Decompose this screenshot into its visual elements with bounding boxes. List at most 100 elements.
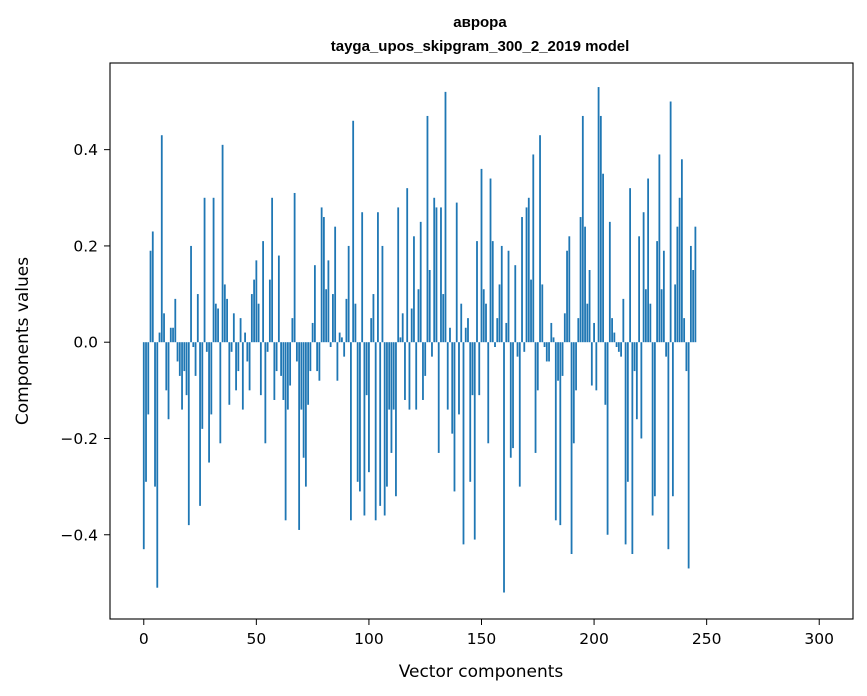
bar-75 bbox=[311, 322, 314, 343]
bar-47 bbox=[248, 342, 251, 391]
bar-114 bbox=[399, 337, 402, 343]
bar-132 bbox=[440, 207, 442, 343]
bar-156 bbox=[494, 342, 496, 348]
bar-31 bbox=[212, 197, 215, 343]
bar-185 bbox=[559, 342, 562, 526]
bar-104 bbox=[377, 212, 379, 343]
bar-117 bbox=[406, 188, 409, 343]
bar-56 bbox=[268, 279, 271, 343]
bar-135 bbox=[446, 342, 449, 410]
x-axis-ticks: 0 50 100 150 200 250 300 bbox=[139, 619, 834, 648]
bar-205 bbox=[604, 342, 607, 405]
bar-182 bbox=[552, 337, 555, 343]
bar-178 bbox=[543, 342, 546, 348]
x-tick-label: 50 bbox=[246, 630, 266, 648]
bar-9 bbox=[163, 313, 165, 343]
bar-176 bbox=[539, 135, 541, 343]
bar-5 bbox=[154, 342, 156, 487]
bar-90 bbox=[345, 298, 348, 343]
bar-142 bbox=[462, 342, 465, 545]
bar-99 bbox=[365, 342, 368, 396]
bar-8 bbox=[160, 135, 163, 343]
bar-196 bbox=[584, 226, 586, 343]
bar-149 bbox=[478, 342, 481, 396]
bar-121 bbox=[415, 342, 418, 410]
bar-64 bbox=[286, 342, 289, 410]
chart-title: аврора bbox=[453, 14, 507, 31]
bar-197 bbox=[586, 303, 589, 343]
bar-69 bbox=[298, 342, 301, 530]
bar-186 bbox=[561, 342, 564, 376]
bar-16 bbox=[178, 342, 181, 376]
bar-97 bbox=[361, 212, 364, 343]
bar-15 bbox=[176, 342, 179, 362]
bar-141 bbox=[460, 303, 463, 343]
bar-30 bbox=[210, 342, 213, 415]
bar-51 bbox=[257, 303, 260, 343]
bar-38 bbox=[228, 342, 231, 405]
bar-49 bbox=[253, 279, 255, 343]
bar-129 bbox=[433, 197, 436, 343]
bar-91 bbox=[347, 245, 350, 343]
y-axis-ticks: −0.4 −0.2 0.0 0.2 0.4 bbox=[60, 141, 110, 544]
bar-22 bbox=[192, 342, 195, 348]
bar-229 bbox=[658, 154, 661, 343]
bar-193 bbox=[577, 318, 580, 343]
bar-164 bbox=[512, 342, 514, 449]
bar-2 bbox=[147, 342, 150, 415]
bar-171 bbox=[527, 197, 530, 343]
bar-239 bbox=[680, 159, 683, 343]
bar-189 bbox=[568, 236, 571, 343]
y-tick-label: 0.4 bbox=[73, 141, 98, 159]
bar-28 bbox=[205, 342, 208, 352]
bar-147 bbox=[473, 342, 476, 540]
bar-37 bbox=[226, 298, 228, 343]
bar-74 bbox=[309, 342, 312, 372]
bar-79 bbox=[320, 207, 323, 343]
bar-108 bbox=[386, 342, 388, 487]
bar-54 bbox=[264, 342, 267, 444]
bar-240 bbox=[683, 318, 686, 343]
bar-1 bbox=[145, 342, 147, 482]
bar-83 bbox=[329, 342, 332, 348]
bar-202 bbox=[597, 87, 600, 343]
y-tick-label: −0.4 bbox=[60, 526, 98, 544]
bar-107 bbox=[383, 342, 386, 516]
bar-130 bbox=[435, 207, 438, 343]
bar-21 bbox=[190, 245, 192, 343]
bar-136 bbox=[449, 327, 451, 343]
bar-45 bbox=[244, 332, 246, 343]
bar-133 bbox=[442, 294, 445, 343]
bar-195 bbox=[581, 115, 584, 343]
bar-203 bbox=[599, 115, 602, 343]
bar-167 bbox=[518, 342, 521, 487]
bar-40 bbox=[232, 313, 235, 343]
bar-52 bbox=[259, 342, 262, 396]
bar-94 bbox=[354, 303, 357, 343]
bar-25 bbox=[199, 342, 201, 506]
bar-6 bbox=[156, 342, 159, 588]
bar-169 bbox=[523, 342, 526, 352]
bar-190 bbox=[570, 342, 573, 555]
bar-113 bbox=[397, 207, 400, 343]
bar-140 bbox=[458, 342, 460, 415]
bar-63 bbox=[284, 342, 287, 521]
bar-119 bbox=[410, 308, 413, 343]
bar-172 bbox=[530, 279, 532, 343]
bar-87 bbox=[338, 332, 341, 343]
bar-102 bbox=[372, 294, 375, 343]
bar-95 bbox=[356, 342, 359, 482]
bar-92 bbox=[350, 342, 352, 521]
bar-245 bbox=[694, 226, 697, 343]
bar-128 bbox=[431, 342, 433, 357]
x-tick-label: 0 bbox=[139, 630, 149, 648]
bar-123 bbox=[419, 221, 422, 343]
y-tick-label: 0.2 bbox=[73, 237, 98, 255]
bar-33 bbox=[217, 308, 219, 343]
bar-212 bbox=[620, 342, 622, 357]
bar-173 bbox=[532, 154, 535, 343]
bar-151 bbox=[482, 289, 485, 343]
bar-34 bbox=[219, 342, 222, 444]
bar-211 bbox=[617, 342, 620, 352]
